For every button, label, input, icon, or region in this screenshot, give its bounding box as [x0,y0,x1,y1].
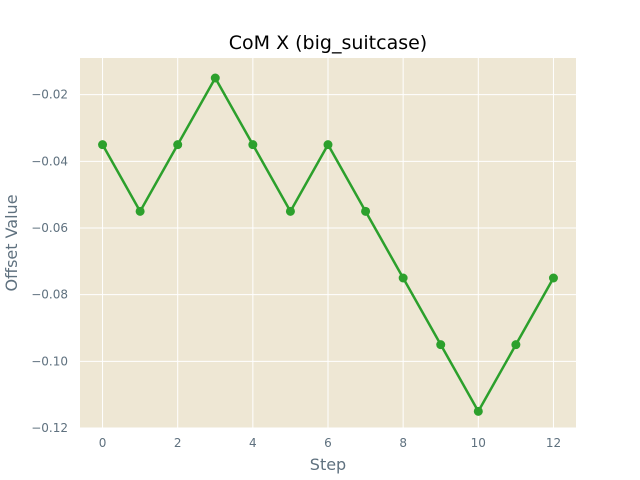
y-axis-label: Offset Value [2,194,21,291]
y-tick-label: −0.12 [31,421,68,435]
data-point [248,140,258,150]
chart-title: CoM X (big_suitcase) [229,32,427,54]
x-tick-label: 4 [249,436,257,450]
data-point [361,206,371,216]
x-tick-label: 6 [324,436,332,450]
data-point [398,273,408,283]
series-layer [98,73,558,416]
y-tick-label: −0.10 [31,354,68,368]
grid [80,58,576,429]
x-tick-label: 8 [399,436,407,450]
data-point [98,140,108,150]
data-point [135,206,145,216]
y-tick-label: −0.06 [31,221,68,235]
data-point [511,340,521,350]
y-tick-label: −0.02 [31,88,68,102]
x-tick-label: 10 [471,436,486,450]
data-point [436,340,446,350]
data-point [548,273,558,283]
x-axis-label: Step [310,455,346,474]
data-point [473,406,483,416]
x-tick-label: 2 [174,436,182,450]
data-point [285,206,295,216]
data-point [210,73,220,83]
y-tick-label: −0.08 [31,288,68,302]
y-tick-label: −0.04 [31,154,68,168]
data-point [323,140,333,150]
x-tick-label: 12 [546,436,561,450]
x-tick-label: 0 [99,436,107,450]
ticks: 0 2 4 6 8 10 12 −0.02 −0.04 −0.06 −0.08 −0.10 −0.12 [31,88,561,450]
data-point [173,140,183,150]
